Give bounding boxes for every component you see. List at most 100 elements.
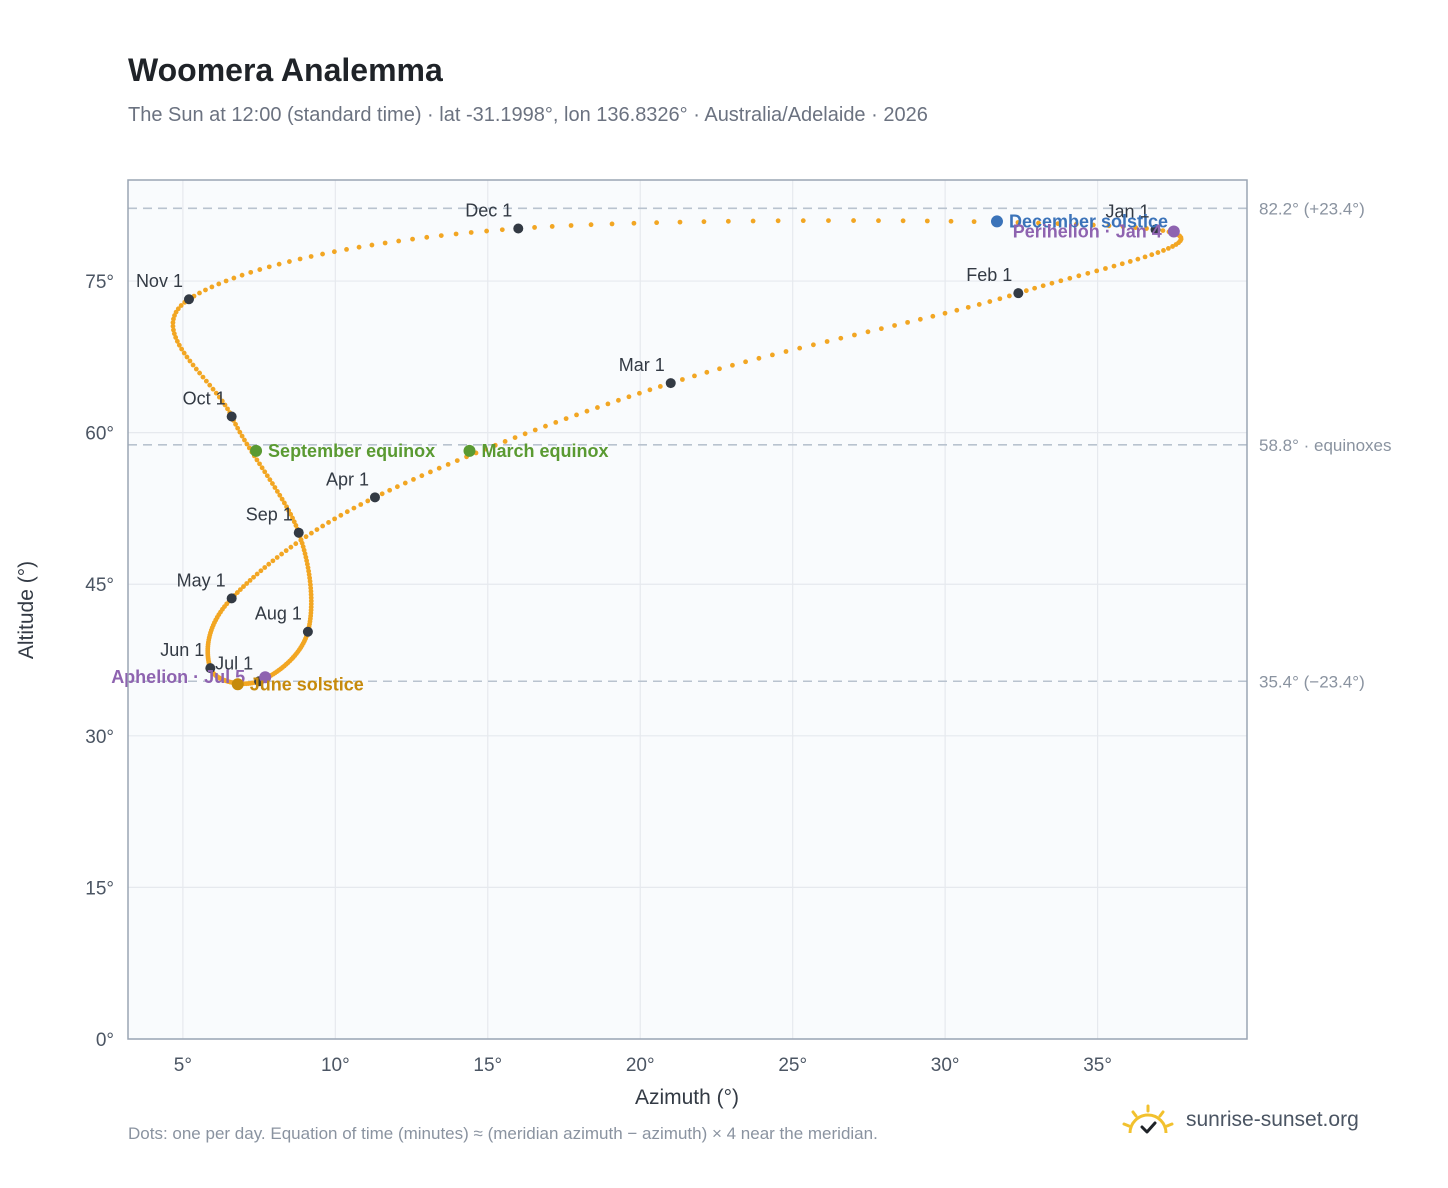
day-dot: [965, 304, 971, 310]
day-dot: [775, 218, 781, 224]
day-dot: [851, 218, 856, 223]
day-dot: [244, 441, 250, 447]
grid-lines: [128, 180, 1247, 1040]
day-dot: [303, 534, 309, 540]
day-dot: [532, 225, 537, 230]
month-label: Dec 1: [465, 201, 512, 221]
event-label: Perihelion · Jan 4: [1013, 222, 1162, 242]
day-dot: [225, 406, 230, 412]
day-dot: [750, 218, 756, 224]
event-label: September equinox: [268, 441, 435, 461]
brand-name: sunrise-sunset.org: [1186, 1108, 1359, 1131]
day-dot: [197, 290, 202, 296]
day-dot: [207, 382, 213, 388]
event-point: [463, 444, 476, 457]
day-dot: [605, 401, 611, 407]
plot-area: [128, 180, 1247, 1039]
month-label: Sep 1: [246, 505, 293, 525]
day-dot: [878, 326, 884, 332]
day-dot: [338, 512, 344, 518]
day-dot: [797, 345, 803, 351]
day-dot: [1161, 248, 1166, 253]
day-dot: [356, 244, 362, 250]
day-dot: [717, 366, 722, 372]
chart-title: Woomera Analemma: [128, 52, 443, 88]
day-dot: [237, 587, 243, 593]
day-dot: [1119, 261, 1125, 267]
y-tick-label: 60°: [85, 424, 114, 445]
day-dot: [223, 278, 229, 284]
day-dot: [178, 303, 184, 308]
day-dot: [279, 496, 285, 502]
day-dot: [865, 329, 871, 335]
day-dot: [231, 275, 237, 281]
day-dot: [254, 457, 260, 463]
day-dot: [351, 505, 357, 511]
day-dot: [274, 555, 280, 560]
x-axis-label: Azimuth (°): [635, 1086, 739, 1109]
day-dot: [1111, 263, 1117, 269]
day-dot: [242, 437, 247, 443]
day-dot: [257, 461, 262, 467]
day-dot: [725, 218, 731, 224]
footnote: Dots: one per day. Equation of time (min…: [128, 1124, 878, 1143]
day-dot: [358, 502, 364, 507]
day-dot: [176, 342, 182, 348]
day-dot: [344, 247, 349, 252]
day-dot: [595, 405, 600, 410]
day-dot: [1040, 283, 1046, 289]
day-dot: [445, 462, 451, 467]
day-dot: [262, 565, 268, 570]
brand[interactable]: sunrise-sunset.org: [1120, 1103, 1359, 1137]
day-dot: [631, 220, 637, 226]
month-point: [513, 223, 524, 234]
day-dot: [484, 228, 490, 234]
day-dot: [1055, 221, 1061, 227]
day-dot: [197, 370, 203, 376]
day-dot: [810, 342, 816, 348]
day-dot: [241, 584, 246, 589]
day-dot: [1058, 278, 1064, 284]
month-label: Mar 1: [619, 355, 665, 375]
x-tick-label: 35°: [1083, 1055, 1112, 1076]
month-point: [205, 663, 216, 674]
x-tick-label: 30°: [931, 1055, 960, 1076]
day-dot: [332, 516, 338, 522]
day-dot: [213, 390, 219, 396]
day-dot: [235, 425, 241, 431]
day-dot: [424, 234, 430, 240]
day-dot: [344, 509, 350, 515]
day-dot: [428, 469, 433, 475]
day-dot: [549, 224, 555, 229]
day-dot: [438, 233, 444, 239]
day-dot: [266, 264, 272, 270]
day-dot: [387, 487, 393, 493]
day-dot: [924, 218, 930, 224]
day-dot: [210, 386, 216, 392]
day-dot: [173, 335, 179, 340]
day-dot: [942, 310, 948, 316]
day-dot: [1142, 254, 1148, 260]
day-dot: [783, 349, 789, 354]
day-dot: [320, 523, 326, 529]
day-dot: [308, 530, 314, 536]
month-label: Feb 1: [966, 265, 1012, 285]
day-dot: [170, 323, 176, 329]
month-point: [369, 492, 380, 503]
day-dot: [588, 222, 594, 228]
day-dot: [297, 256, 303, 262]
x-tick-label: 10°: [321, 1055, 350, 1076]
day-dot: [553, 419, 559, 425]
day-dot: [492, 442, 498, 448]
day-dot: [454, 458, 460, 464]
day-dot: [543, 423, 548, 429]
day-dot: [272, 485, 278, 490]
day-dot: [203, 287, 208, 293]
day-dot: [287, 259, 292, 264]
day-dot: [997, 296, 1003, 302]
month-point: [226, 593, 237, 604]
day-dot: [930, 313, 936, 319]
month-point: [302, 626, 313, 637]
